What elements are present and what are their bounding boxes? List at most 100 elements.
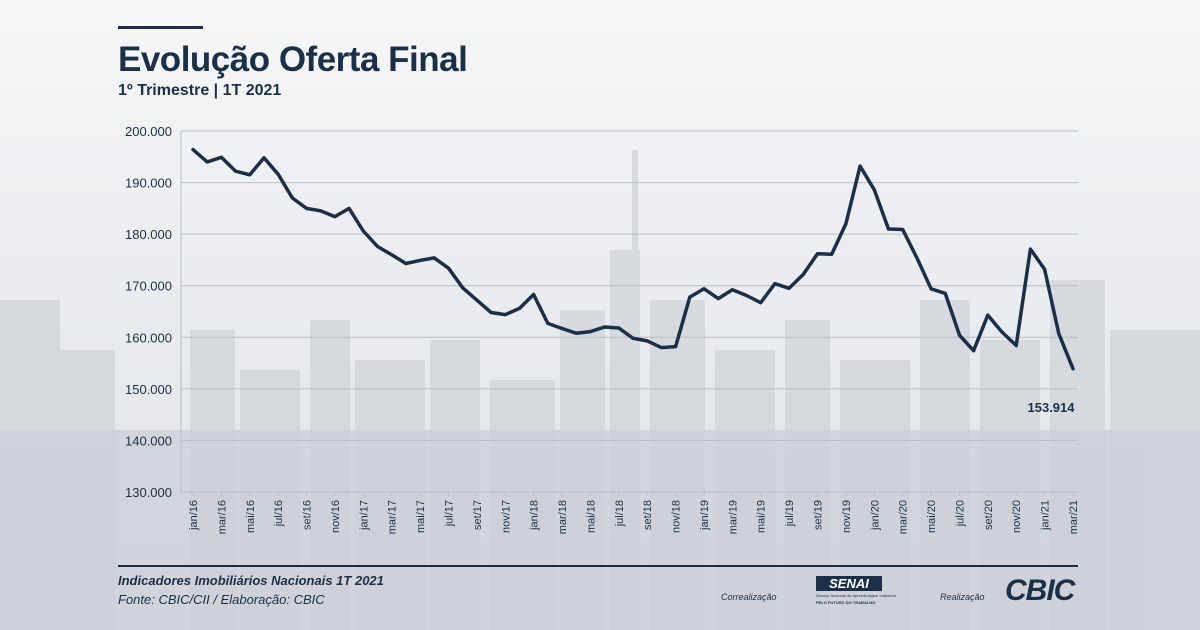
y-tick-label: 130.000 [125,485,172,500]
data-point [290,196,294,200]
data-point [234,169,238,173]
x-tick-label: mar/18 [557,500,569,534]
data-point [489,311,493,315]
data-point [659,346,663,350]
data-point [560,327,564,331]
last-value-label: 153.914 [1028,400,1076,415]
data-point [333,215,337,219]
x-tick-label: mar/20 [898,500,910,534]
x-tick-label: jul/19 [784,500,796,527]
x-tick-label: jan/19 [699,500,711,531]
x-tick-label: jan/17 [358,500,370,531]
x-tick-label: jan/16 [188,500,200,531]
x-tick-label: mar/16 [216,500,228,534]
x-tick-label: mai/19 [756,500,768,533]
x-tick-label: mar/19 [727,500,739,534]
data-point [205,160,209,164]
data-point [745,294,749,298]
x-tick-label: nov/19 [841,500,853,533]
data-point [390,253,394,257]
x-tick-label: mai/18 [585,500,597,533]
data-point [376,245,380,249]
y-tick-label: 150.000 [125,382,172,397]
data-point [801,272,805,276]
x-tick-label: mai/17 [415,500,427,533]
y-tick-label: 140.000 [125,433,172,448]
x-tick-label: jul/18 [614,500,626,527]
senai-logo: SENAI Serviço Nacional de Aprendizagem I… [816,576,902,606]
data-point [517,306,521,310]
data-point [759,301,763,305]
data-point [702,287,706,291]
data-point [475,298,479,302]
y-tick-label: 180.000 [125,227,172,242]
data-point [446,266,450,270]
x-tick-label: nov/16 [330,500,342,533]
data-point [276,172,280,176]
data-point [418,258,422,262]
footer-rule [118,565,1078,567]
data-point [901,228,905,232]
data-point [191,148,195,152]
data-point [688,295,692,299]
x-tick-label: jul/16 [273,500,285,527]
y-axis-ticks: 200.000 190.000 180.000 170.000 160.000 150.0… [125,124,172,500]
data-point [716,297,720,301]
y-tick-label: 170.000 [125,279,172,294]
data-point [631,336,635,340]
data-point [816,252,820,256]
x-tick-label: jul/17 [443,500,455,527]
x-tick-label: nov/17 [500,500,512,533]
x-tick-label: set/17 [472,500,484,530]
y-tick-label: 200.000 [125,124,172,139]
data-point [347,206,351,210]
x-tick-label: set/18 [642,500,654,530]
data-point [943,291,947,295]
x-tick-label: jan/21 [1040,500,1052,531]
data-point [319,209,323,213]
data-point [603,325,607,329]
data-point [461,286,465,290]
data-point [262,156,266,160]
data-point [645,339,649,343]
data-point [617,326,621,330]
data-point [361,229,365,233]
data-point [1071,367,1075,371]
x-tick-label: jan/20 [869,500,881,531]
x-tick-label: set/16 [302,500,314,530]
data-point [219,155,223,159]
data-point [787,286,791,290]
data-point [546,321,550,325]
source-line: Fonte: CBIC/CII / Elaboração: CBIC [118,592,325,607]
x-tick-label: mai/20 [926,500,938,533]
x-tick-label: nov/18 [671,500,683,533]
x-tick-label: set/20 [983,500,995,530]
grid-lines [180,130,1078,493]
title-accent-rule [118,26,203,29]
y-tick-label: 160.000 [125,330,172,345]
data-point [574,331,578,335]
data-point [404,262,408,266]
data-point [730,288,734,292]
data-point [830,252,834,256]
x-tick-label: set/19 [813,500,825,530]
x-tick-label: nov/20 [1011,500,1023,533]
data-point [858,164,862,168]
x-axis-ticks: jan/16 mar/16 mai/16 jul/16 set/16 nov/16 jan/… [188,492,1080,534]
data-point [915,256,919,260]
correalizacao-label: Correalização [721,592,777,602]
data-point [305,206,309,210]
series-layer [191,147,1075,371]
data-point [886,227,890,231]
x-tick-label: mar/21 [1068,500,1080,534]
x-tick-label: jul/20 [954,500,966,527]
data-point [1014,344,1018,348]
data-point [432,256,436,260]
data-point [844,222,848,226]
data-point [588,330,592,334]
realizacao-label: Realização [940,592,985,602]
data-point [248,173,252,177]
data-point [503,313,507,317]
